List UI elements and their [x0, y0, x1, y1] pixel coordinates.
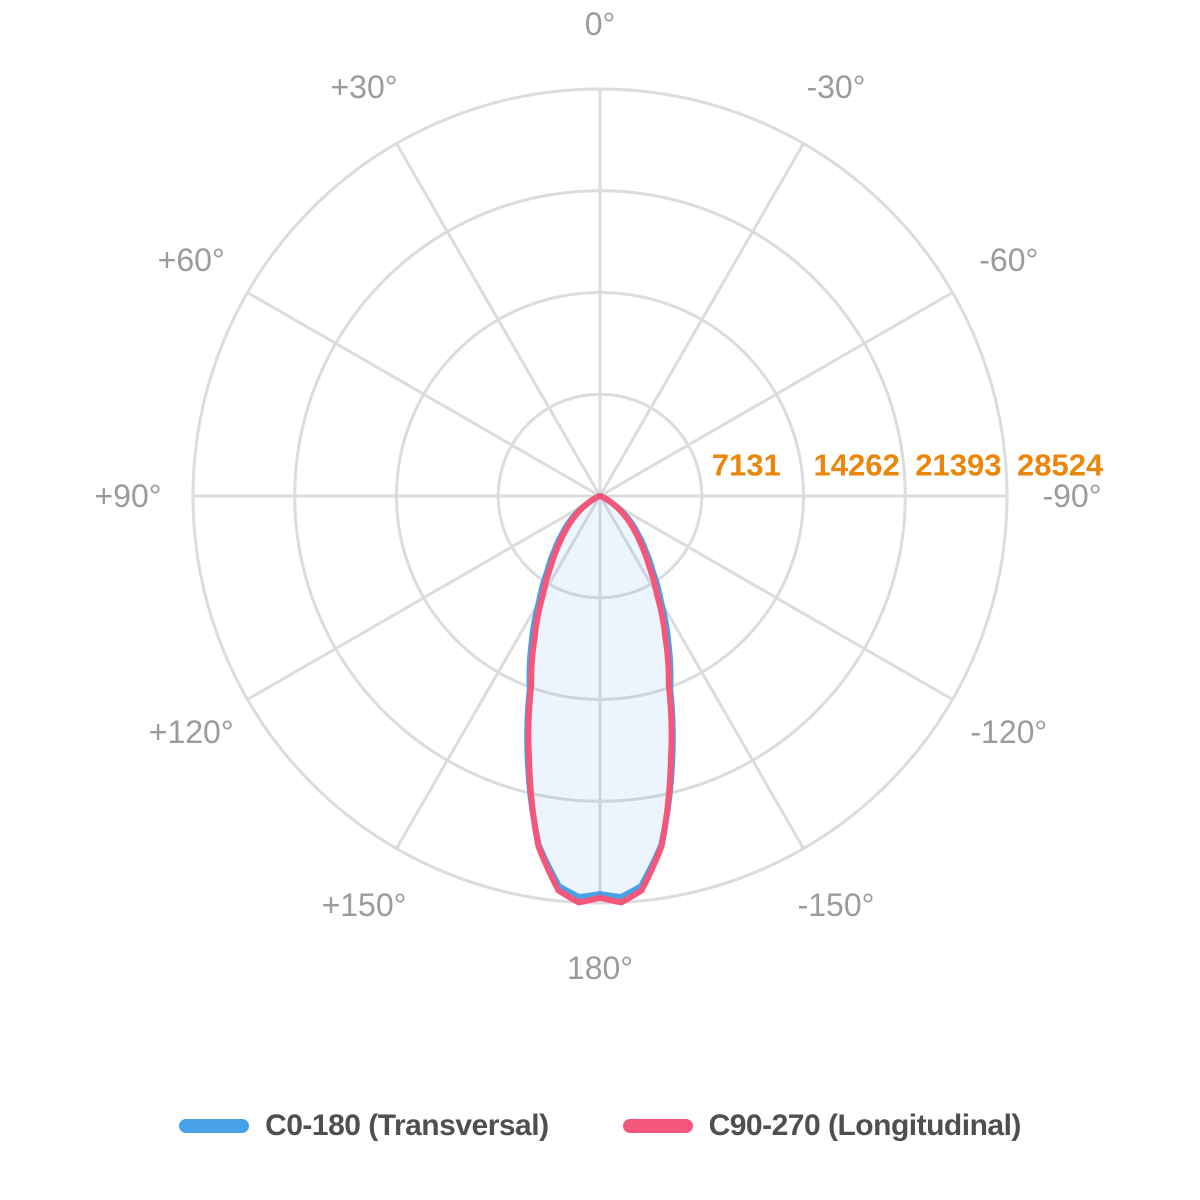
radial-tick-label: 14262 [814, 448, 900, 483]
series-curve-c90-270 [525, 493, 675, 906]
angle-label: +150° [322, 887, 407, 923]
legend-item-c0-180[interactable]: C0-180 (Transversal) [179, 1109, 549, 1143]
photometric-polar-chart: 180° -150° +150° -120° +120° -90° +90° -60° +60°… [94, 6, 1104, 986]
radial-tick-label: 28524 [1017, 448, 1104, 483]
angle-label: 0° [585, 6, 616, 42]
polar-grid-spoke [598, 495, 805, 850]
angle-label: +60° [158, 242, 225, 278]
angle-label: -120° [970, 714, 1047, 750]
angle-label: -90° [1042, 478, 1101, 514]
radial-tick-label: 7131 [712, 448, 781, 483]
legend-label-c90-270: C90-270 (Longitudinal) [708, 1109, 1022, 1142]
angle-label: -60° [979, 242, 1038, 278]
polar-grid-spoke [395, 495, 602, 850]
polar-grid-spoke [395, 142, 602, 497]
angle-label: +90° [94, 478, 161, 514]
chart-legend: C0-180 (Transversal) C90-270 (Longitudin… [0, 1098, 1200, 1154]
angle-label: 180° [567, 950, 633, 986]
polar-grid-spoke [598, 142, 805, 497]
polar-grid-spoke [599, 494, 954, 701]
series-curve-c0-180 [524, 493, 676, 901]
legend-item-c90-270[interactable]: C90-270 (Longitudinal) [622, 1109, 1022, 1143]
polar-grid-spoke [246, 494, 601, 701]
polar-grid-spoke [246, 291, 601, 498]
legend-swatch-c0-180 [179, 1119, 250, 1133]
radial-tick-label: 21393 [915, 448, 1001, 483]
polar-grid-spoke [599, 291, 954, 498]
angle-label: -30° [806, 69, 865, 105]
angle-label: -150° [798, 887, 875, 923]
legend-swatch-c90-270 [622, 1119, 693, 1133]
angle-label: +30° [330, 69, 397, 105]
angle-label: +120° [149, 714, 234, 750]
legend-label-c0-180: C0-180 (Transversal) [265, 1109, 549, 1142]
